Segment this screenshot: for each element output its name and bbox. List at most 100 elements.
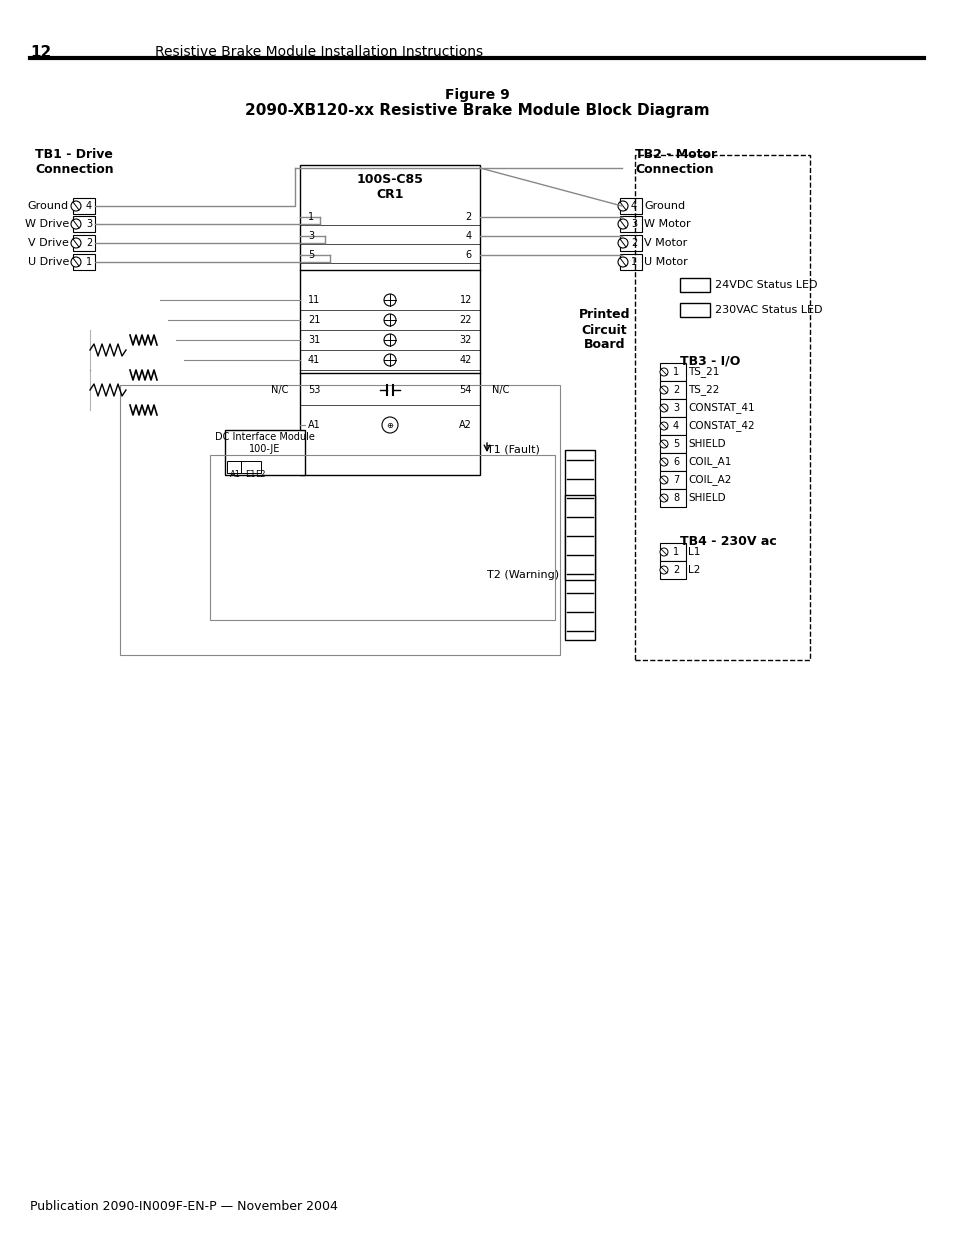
Circle shape	[381, 417, 397, 433]
Text: A1: A1	[308, 420, 320, 430]
Text: TB4 - 230V ac: TB4 - 230V ac	[679, 535, 776, 548]
Text: TB2 - Motor
Connection: TB2 - Motor Connection	[635, 148, 717, 177]
Bar	[659, 489, 685, 508]
Bar	[73, 254, 95, 270]
Bar	[73, 216, 95, 232]
Bar	[73, 235, 95, 251]
Text: 230VAC Status LED: 230VAC Status LED	[714, 305, 821, 315]
Text: T1 (Fault): T1 (Fault)	[486, 445, 539, 454]
Text: 2: 2	[465, 212, 472, 222]
Text: COIL_A1: COIL_A1	[687, 457, 731, 468]
Text: ⊕: ⊕	[386, 420, 393, 430]
Text: 3: 3	[630, 219, 637, 228]
Text: 6: 6	[672, 457, 679, 467]
Circle shape	[71, 201, 81, 211]
Circle shape	[618, 219, 627, 228]
Bar	[659, 543, 685, 561]
Circle shape	[618, 201, 627, 211]
Text: Resistive Brake Module Installation Instructions: Resistive Brake Module Installation Inst…	[154, 44, 482, 59]
Text: E2: E2	[254, 471, 265, 479]
Text: U Drive: U Drive	[28, 257, 69, 267]
Circle shape	[659, 548, 667, 556]
Text: 1: 1	[672, 547, 679, 557]
Text: V Motor: V Motor	[643, 238, 686, 248]
Bar	[659, 435, 685, 453]
Text: CONSTAT_42: CONSTAT_42	[687, 421, 754, 431]
Bar	[619, 254, 641, 270]
Text: Printed
Circuit
Board: Printed Circuit Board	[578, 309, 629, 352]
Circle shape	[659, 458, 667, 466]
Text: 12: 12	[30, 44, 51, 61]
Text: Publication 2090-IN009F-EN-P — November 2004: Publication 2090-IN009F-EN-P — November …	[30, 1200, 337, 1213]
Text: L2: L2	[687, 564, 700, 576]
Bar	[241, 461, 261, 473]
Text: 2: 2	[672, 564, 679, 576]
Text: TS_22: TS_22	[687, 384, 719, 395]
Text: Figure 9: Figure 9	[444, 88, 509, 103]
Bar	[564, 495, 595, 580]
Bar	[659, 382, 685, 399]
Text: TB1 - Drive
Connection: TB1 - Drive Connection	[35, 148, 113, 177]
Text: 4: 4	[630, 201, 637, 211]
Text: V Drive: V Drive	[28, 238, 69, 248]
Text: 4: 4	[465, 231, 472, 241]
Text: 2: 2	[630, 238, 637, 248]
Text: 6: 6	[465, 249, 472, 261]
Text: 21: 21	[308, 315, 320, 325]
Text: DC Interface Module
100-JE: DC Interface Module 100-JE	[214, 432, 314, 453]
Circle shape	[618, 257, 627, 267]
Bar	[619, 216, 641, 232]
Text: N/C: N/C	[271, 385, 288, 395]
Bar	[120, 385, 559, 655]
Bar	[659, 363, 685, 382]
Text: 5: 5	[672, 438, 679, 450]
Bar	[659, 453, 685, 471]
Bar	[73, 198, 95, 214]
Text: W Motor: W Motor	[643, 219, 690, 228]
Circle shape	[71, 238, 81, 248]
Text: T2 (Warning): T2 (Warning)	[486, 571, 558, 580]
Bar	[619, 235, 641, 251]
Circle shape	[659, 475, 667, 484]
Circle shape	[384, 354, 395, 366]
Bar	[225, 430, 305, 475]
Text: 22: 22	[459, 315, 472, 325]
Text: 4: 4	[86, 201, 92, 211]
Bar	[679, 278, 709, 291]
Text: 42: 42	[459, 354, 472, 366]
Bar	[659, 561, 685, 579]
Text: 2: 2	[672, 385, 679, 395]
Text: 41: 41	[308, 354, 320, 366]
Text: 7: 7	[672, 475, 679, 485]
Bar	[210, 454, 555, 620]
Bar	[659, 399, 685, 417]
Bar	[227, 461, 241, 473]
Text: A1: A1	[230, 471, 241, 479]
Text: 1: 1	[630, 257, 637, 267]
Text: 2090-XB120-xx Resistive Brake Module Block Diagram: 2090-XB120-xx Resistive Brake Module Blo…	[244, 103, 709, 119]
Text: 11: 11	[308, 295, 320, 305]
Circle shape	[659, 387, 667, 394]
Circle shape	[659, 422, 667, 430]
Text: SHIELD: SHIELD	[687, 438, 725, 450]
Text: TS_21: TS_21	[687, 367, 719, 378]
Circle shape	[384, 294, 395, 306]
Bar	[619, 198, 641, 214]
Text: 3: 3	[86, 219, 92, 228]
Text: CONSTAT_41: CONSTAT_41	[687, 403, 754, 414]
Circle shape	[71, 219, 81, 228]
Text: TB3 - I/O: TB3 - I/O	[679, 354, 740, 368]
Circle shape	[659, 440, 667, 448]
Text: COIL_A2: COIL_A2	[687, 474, 731, 485]
Text: 5: 5	[308, 249, 314, 261]
Text: 12: 12	[459, 295, 472, 305]
Text: SHIELD: SHIELD	[687, 493, 725, 503]
Text: 3: 3	[672, 403, 679, 412]
Circle shape	[384, 314, 395, 326]
Bar	[659, 417, 685, 435]
Bar	[299, 165, 479, 475]
Text: 24VDC Status LED: 24VDC Status LED	[714, 280, 817, 290]
Text: 1: 1	[672, 367, 679, 377]
Text: 53: 53	[308, 385, 320, 395]
Text: 8: 8	[672, 493, 679, 503]
